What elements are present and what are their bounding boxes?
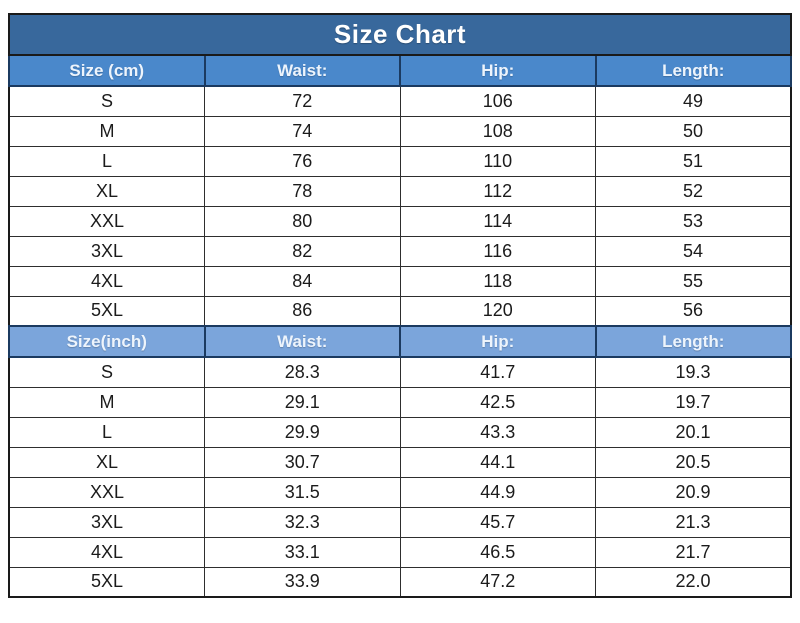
header-size-inch: Size(inch) xyxy=(8,325,206,358)
table-row: 4XL 84 118 55 xyxy=(8,265,792,297)
length-cell: 20.1 xyxy=(595,416,792,448)
table-row: 3XL 82 116 54 xyxy=(8,235,792,267)
hip-cell: 108 xyxy=(399,115,596,147)
header-length-inch: Length: xyxy=(594,325,792,358)
header-size-cm: Size (cm) xyxy=(8,54,206,87)
length-cell: 54 xyxy=(595,235,792,267)
header-length-cm: Length: xyxy=(594,54,792,87)
hip-cell: 47.2 xyxy=(399,566,596,598)
size-cell: 5XL xyxy=(8,295,205,327)
hip-cell: 41.7 xyxy=(399,356,596,388)
header-row-cm: Size (cm) Waist: Hip: Length: xyxy=(8,54,792,87)
header-hip-cm: Hip: xyxy=(399,54,597,87)
length-cell: 19.3 xyxy=(595,356,792,388)
hip-cell: 45.7 xyxy=(399,506,596,538)
waist-cell: 32.3 xyxy=(204,506,401,538)
size-cell: L xyxy=(8,145,205,177)
table-row: XXL 31.5 44.9 20.9 xyxy=(8,476,792,508)
table-row: 5XL 33.9 47.2 22.0 xyxy=(8,566,792,598)
table-row: L 76 110 51 xyxy=(8,145,792,177)
size-cell: XXL xyxy=(8,476,205,508)
waist-cell: 78 xyxy=(204,175,401,207)
size-cell: M xyxy=(8,386,205,418)
hip-cell: 46.5 xyxy=(399,536,596,568)
hip-cell: 110 xyxy=(399,145,596,177)
waist-cell: 29.1 xyxy=(204,386,401,418)
length-cell: 49 xyxy=(595,85,792,117)
header-hip-inch: Hip: xyxy=(399,325,597,358)
table-row: XL 30.7 44.1 20.5 xyxy=(8,446,792,478)
length-cell: 20.5 xyxy=(595,446,792,478)
waist-cell: 80 xyxy=(204,205,401,237)
length-cell: 56 xyxy=(595,295,792,327)
waist-cell: 33.9 xyxy=(204,566,401,598)
size-cell: XL xyxy=(8,175,205,207)
length-cell: 21.7 xyxy=(595,536,792,568)
waist-cell: 29.9 xyxy=(204,416,401,448)
size-cell: 3XL xyxy=(8,235,205,267)
waist-cell: 30.7 xyxy=(204,446,401,478)
waist-cell: 74 xyxy=(204,115,401,147)
size-cell: S xyxy=(8,356,205,388)
size-chart-body: Size Chart Size (cm) Waist: Hip: Length: S 72… xyxy=(8,13,792,598)
table-row: 4XL 33.1 46.5 21.7 xyxy=(8,536,792,568)
hip-cell: 43.3 xyxy=(399,416,596,448)
length-cell: 51 xyxy=(595,145,792,177)
length-cell: 21.3 xyxy=(595,506,792,538)
table-row: S 28.3 41.7 19.3 xyxy=(8,356,792,388)
header-row-inch: Size(inch) Waist: Hip: Length: xyxy=(8,325,792,358)
waist-cell: 76 xyxy=(204,145,401,177)
hip-cell: 44.9 xyxy=(399,476,596,508)
size-cell: XXL xyxy=(8,205,205,237)
table-row: S 72 106 49 xyxy=(8,85,792,117)
length-cell: 53 xyxy=(595,205,792,237)
table-row: XL 78 112 52 xyxy=(8,175,792,207)
length-cell: 22.0 xyxy=(595,566,792,598)
size-cell: 4XL xyxy=(8,265,205,297)
length-cell: 20.9 xyxy=(595,476,792,508)
hip-cell: 120 xyxy=(399,295,596,327)
waist-cell: 72 xyxy=(204,85,401,117)
size-cell: 3XL xyxy=(8,506,205,538)
size-cell: L xyxy=(8,416,205,448)
hip-cell: 114 xyxy=(399,205,596,237)
hip-cell: 118 xyxy=(399,265,596,297)
hip-cell: 112 xyxy=(399,175,596,207)
size-cell: XL xyxy=(8,446,205,478)
size-cell: S xyxy=(8,85,205,117)
waist-cell: 31.5 xyxy=(204,476,401,508)
table-row: 3XL 32.3 45.7 21.3 xyxy=(8,506,792,538)
hip-cell: 44.1 xyxy=(399,446,596,478)
table-row: 5XL 86 120 56 xyxy=(8,295,792,327)
hip-cell: 42.5 xyxy=(399,386,596,418)
length-cell: 55 xyxy=(595,265,792,297)
title-row: Size Chart xyxy=(8,13,792,56)
table-row: M 29.1 42.5 19.7 xyxy=(8,386,792,418)
waist-cell: 86 xyxy=(204,295,401,327)
table-row: M 74 108 50 xyxy=(8,115,792,147)
size-cell: 4XL xyxy=(8,536,205,568)
header-waist-inch: Waist: xyxy=(203,325,401,358)
length-cell: 52 xyxy=(595,175,792,207)
waist-cell: 82 xyxy=(204,235,401,267)
size-chart-container: Size Chart Size (cm) Waist: Hip: Length: S 72… xyxy=(8,13,792,598)
page-title: Size Chart xyxy=(8,13,792,56)
waist-cell: 28.3 xyxy=(204,356,401,388)
length-cell: 50 xyxy=(595,115,792,147)
hip-cell: 106 xyxy=(399,85,596,117)
table-row: L 29.9 43.3 20.1 xyxy=(8,416,792,448)
waist-cell: 33.1 xyxy=(204,536,401,568)
size-cell: M xyxy=(8,115,205,147)
hip-cell: 116 xyxy=(399,235,596,267)
table-row: XXL 80 114 53 xyxy=(8,205,792,237)
size-chart-table: Size Chart Size (cm) Waist: Hip: Length: S 72… xyxy=(8,13,792,598)
size-cell: 5XL xyxy=(8,566,205,598)
header-waist-cm: Waist: xyxy=(203,54,401,87)
length-cell: 19.7 xyxy=(595,386,792,418)
waist-cell: 84 xyxy=(204,265,401,297)
